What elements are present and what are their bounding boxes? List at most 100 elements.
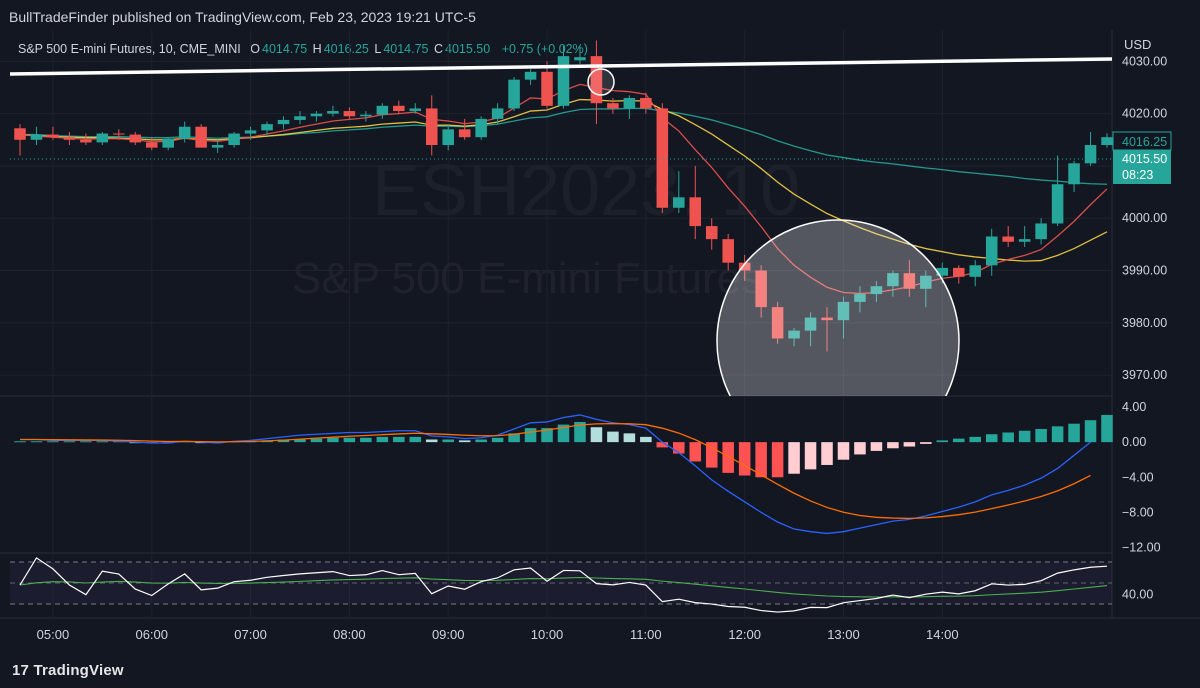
tv-icon: 17	[12, 662, 30, 679]
macd-bar	[574, 421, 586, 443]
candle-body	[195, 126, 207, 148]
low-value: 4014.75	[383, 42, 429, 56]
bottom-circle-drawing[interactable]	[716, 219, 960, 462]
macd-bar	[821, 442, 833, 465]
macd-bar	[590, 427, 603, 443]
candle-body	[80, 139, 92, 143]
macd-bar	[837, 442, 850, 460]
trend-line-drawing[interactable]	[9, 57, 1113, 76]
candle-body	[63, 137, 76, 140]
candle-body	[244, 130, 257, 134]
candle-body	[771, 307, 784, 339]
candle-body	[47, 134, 59, 138]
macd-bar	[870, 442, 883, 451]
candle-body	[211, 145, 224, 148]
price-tick: 4020.00	[1122, 107, 1167, 121]
price-tick: 4030.00	[1122, 54, 1167, 68]
signal-line	[20, 422, 1091, 519]
macd-axis-labels: 4.00 0.00 −4.00 −8.00 −12.00	[1122, 400, 1161, 554]
candle-body	[541, 71, 553, 106]
macd-bar	[409, 436, 422, 443]
high-price-badge: 4016.25	[1112, 131, 1172, 151]
candle-body	[162, 138, 174, 148]
high-label: H	[312, 42, 322, 56]
time-tick: 07:00	[234, 627, 267, 642]
macd-bar	[854, 442, 866, 455]
candle-body	[903, 273, 916, 289]
macd-bar	[425, 439, 438, 443]
candle-body	[1018, 239, 1031, 242]
high-value: 4016.25	[323, 42, 369, 56]
macd-bar	[788, 442, 800, 474]
candle-body	[228, 133, 240, 146]
macd-tick: −12.00	[1122, 540, 1161, 554]
macd-bar	[541, 428, 553, 443]
macd-bar	[310, 438, 323, 443]
candle-body	[14, 128, 26, 140]
macd-bar	[557, 424, 570, 443]
macd-bar	[903, 442, 916, 447]
macd-bar	[771, 442, 784, 478]
candle-body	[294, 116, 306, 120]
candle-body	[491, 108, 504, 119]
macd-bar	[722, 442, 734, 473]
macd-bar	[1084, 420, 1097, 443]
candle-body	[409, 108, 422, 112]
watermark-name: S&P 500 E-mini Futures	[292, 254, 764, 303]
open-value: 4014.75	[262, 42, 308, 56]
candle-body	[870, 286, 883, 295]
macd-bar	[673, 442, 685, 454]
last-badge-text: 4015.50	[1122, 152, 1167, 166]
candle-body	[30, 134, 43, 140]
candle-body	[953, 267, 965, 277]
candle-body	[376, 105, 389, 115]
macd-bar	[705, 442, 718, 468]
top-circle-drawing[interactable]	[587, 68, 615, 96]
time-axis-labels: 05:00 06:00 07:00 08:00 09:00 10:00 11:00 12:00…	[37, 627, 959, 642]
macd-bar	[327, 437, 339, 443]
macd-bar	[47, 441, 59, 443]
macd-bar	[524, 428, 537, 443]
candle-body	[508, 79, 520, 109]
macd-bar	[393, 436, 405, 443]
candle-body	[821, 317, 833, 321]
macd-tick: −8.00	[1122, 505, 1154, 519]
ma-line-1	[19, 98, 1108, 262]
candle-body	[854, 294, 866, 302]
candle-body	[425, 108, 438, 146]
candle-body	[936, 267, 949, 276]
macd-bar	[96, 441, 109, 443]
candle-body	[887, 273, 899, 287]
macd-line	[20, 414, 1091, 535]
candle-body	[804, 317, 817, 331]
candle-body	[524, 71, 537, 80]
time-tick: 09:00	[432, 627, 465, 642]
close-label: C	[434, 42, 444, 56]
ma-line-2	[19, 83, 1108, 295]
macd-bar	[738, 442, 751, 476]
open-label: O	[250, 42, 260, 56]
last-price-badge: 4015.50 08:23	[1113, 150, 1171, 184]
low-label: L	[374, 42, 382, 56]
change-value: +0.75 (+0.02%)	[501, 42, 588, 56]
macd-bar	[887, 442, 899, 449]
candle-body	[557, 56, 570, 106]
symbol-name[interactable]: S&P 500 E-mini Futures, 10, CME_MINI	[18, 42, 241, 56]
price-chart[interactable]: 4030.004020.004010.004000.003990.003980.…	[0, 0, 1200, 652]
price-tick: 3980.00	[1122, 316, 1167, 330]
candle-body	[129, 134, 142, 143]
candle-body	[178, 126, 191, 139]
time-tick: 11:00	[630, 627, 662, 642]
candle-body	[656, 108, 669, 208]
time-tick: 10:00	[531, 627, 564, 642]
tradingview-logo[interactable]: 17 TradingView	[12, 662, 124, 679]
macd-tick: 0.00	[1122, 435, 1146, 449]
candle-body	[1035, 223, 1047, 240]
macd-bar	[442, 439, 454, 443]
candle-body	[343, 111, 356, 117]
candle-body	[1068, 163, 1080, 185]
footer-brand: TradingView	[33, 662, 124, 679]
candle-body	[623, 97, 636, 109]
macd-bar	[804, 442, 817, 470]
ohlc-legend: S&P 500 E-mini Futures, 10, CME_MINI O 40…	[18, 42, 590, 56]
